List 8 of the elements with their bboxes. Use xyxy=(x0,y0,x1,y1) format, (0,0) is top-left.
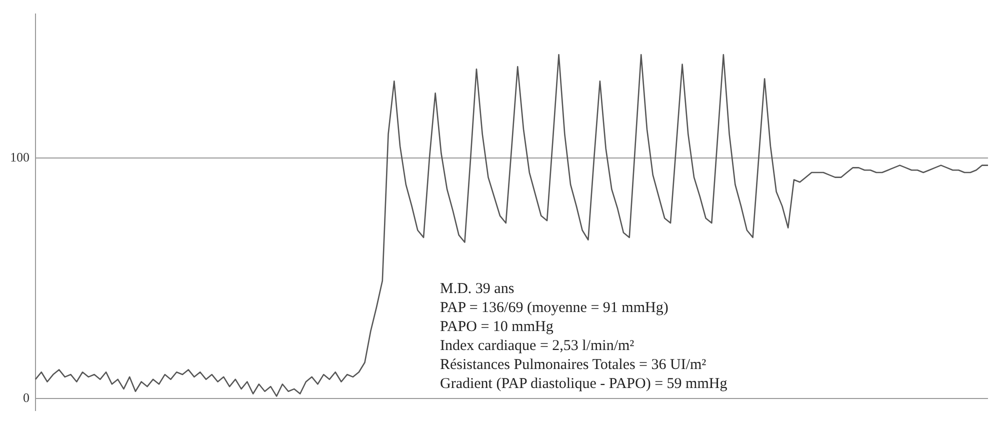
annotation: PAP = 136/69 (moyenne = 91 mmHg) xyxy=(440,299,670,318)
y-tick-label: 0 xyxy=(23,390,30,405)
annotation: M.D. 39 ans xyxy=(440,280,516,299)
annotation: PAPO = 10 mmHg xyxy=(440,318,554,337)
annotation: Index cardiaque = 2,53 l/min/m² xyxy=(440,337,636,356)
annotation: Résistances Pulmonaires Totales = 36 UI/m² xyxy=(440,356,708,375)
y-tick-label: 100 xyxy=(10,150,30,165)
annotation: Gradient (PAP diastolique - PAPO) = 59 mmHg xyxy=(440,375,728,394)
